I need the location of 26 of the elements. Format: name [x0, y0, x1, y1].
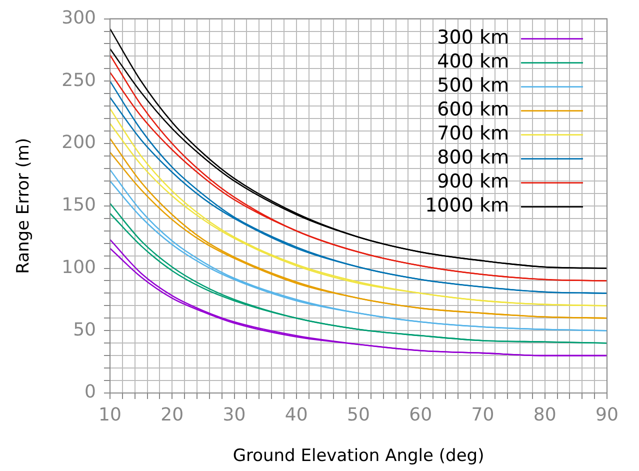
- y-tick-label: 150: [62, 194, 96, 216]
- x-tick-label: 20: [160, 404, 184, 426]
- legend-label: 500 km: [437, 74, 509, 97]
- x-tick-label: 40: [284, 404, 308, 426]
- x-tick-label: 60: [409, 404, 432, 426]
- y-tick-label: 200: [62, 132, 96, 154]
- y-tick-label: 300: [62, 7, 96, 28]
- legend-label: 600 km: [437, 98, 509, 121]
- x-tick-label: 30: [222, 404, 246, 426]
- x-tick-label: 70: [471, 404, 494, 426]
- x-axis-title: Ground Elevation Angle (deg): [232, 446, 484, 466]
- y-tick-label: 50: [73, 319, 96, 340]
- y-tick-label: 100: [62, 256, 96, 278]
- x-tick-label: 80: [533, 404, 556, 426]
- x-tick-label: 90: [596, 404, 618, 426]
- x-tick-label: 50: [347, 404, 370, 426]
- y-axis-title: Range Error (m): [14, 138, 34, 274]
- legend-label: 800 km: [437, 146, 509, 169]
- legend-label: 900 km: [437, 170, 509, 193]
- legend-label: 300 km: [437, 26, 509, 49]
- legend-label: 700 km: [437, 122, 509, 145]
- x-tick-label: 10: [98, 404, 122, 426]
- y-tick-label: 0: [84, 382, 96, 403]
- legend-label: 400 km: [437, 50, 509, 73]
- legend-label: 1000 km: [425, 194, 509, 217]
- y-tick-label: 250: [62, 70, 96, 91]
